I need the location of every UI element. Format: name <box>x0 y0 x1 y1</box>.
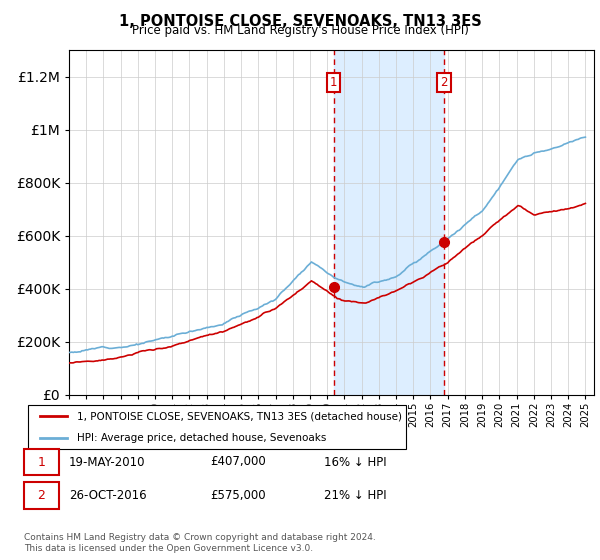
Text: 1, PONTOISE CLOSE, SEVENOAKS, TN13 3ES: 1, PONTOISE CLOSE, SEVENOAKS, TN13 3ES <box>119 14 481 29</box>
Text: 26-OCT-2016: 26-OCT-2016 <box>69 489 146 502</box>
Text: 21% ↓ HPI: 21% ↓ HPI <box>324 489 386 502</box>
FancyBboxPatch shape <box>28 405 406 449</box>
Text: Price paid vs. HM Land Registry's House Price Index (HPI): Price paid vs. HM Land Registry's House … <box>131 24 469 37</box>
Text: HPI: Average price, detached house, Sevenoaks: HPI: Average price, detached house, Seve… <box>77 433 326 443</box>
Bar <box>334 50 444 395</box>
Text: 2: 2 <box>37 489 46 502</box>
Text: 19-MAY-2010: 19-MAY-2010 <box>69 455 146 469</box>
Text: £575,000: £575,000 <box>210 489 266 502</box>
Text: £407,000: £407,000 <box>210 455 266 469</box>
Text: 16% ↓ HPI: 16% ↓ HPI <box>324 455 386 469</box>
Text: 1: 1 <box>330 76 337 88</box>
Text: Contains HM Land Registry data © Crown copyright and database right 2024.
This d: Contains HM Land Registry data © Crown c… <box>24 533 376 553</box>
Text: 2: 2 <box>440 76 448 88</box>
Text: 1: 1 <box>37 455 46 469</box>
Text: 1, PONTOISE CLOSE, SEVENOAKS, TN13 3ES (detached house): 1, PONTOISE CLOSE, SEVENOAKS, TN13 3ES (… <box>77 411 401 421</box>
